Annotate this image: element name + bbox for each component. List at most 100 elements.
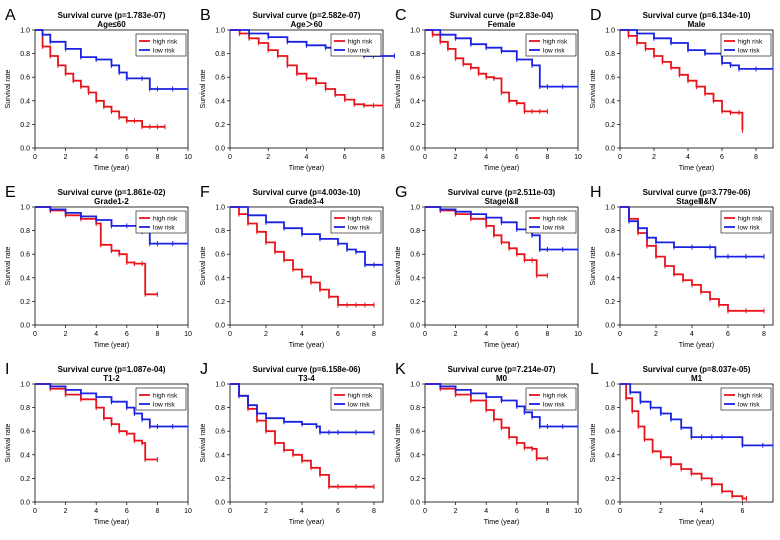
x-tick-label: 10: [184, 154, 192, 161]
legend-label: high risk: [543, 216, 568, 223]
legend-label: low risk: [153, 225, 175, 232]
x-tick-label: 2: [64, 154, 68, 161]
y-tick-label: 0.4: [20, 275, 30, 282]
legend-label: low risk: [153, 48, 175, 55]
x-tick-label: 6: [125, 331, 129, 338]
panel-letter: D: [590, 7, 602, 24]
panel-letter: B: [200, 7, 211, 24]
y-tick-label: 1.0: [215, 28, 225, 35]
x-tick-label: 2: [654, 331, 658, 338]
y-tick-label: 0.2: [605, 476, 615, 483]
x-tick-label: 0: [228, 508, 232, 515]
y-axis-label: Survival rate: [5, 246, 12, 285]
legend-label: low risk: [738, 402, 760, 409]
y-tick-label: 0.0: [410, 146, 420, 153]
legend-label: high risk: [543, 393, 568, 400]
x-tick-label: 6: [515, 331, 519, 338]
y-tick-label: 0.4: [605, 452, 615, 459]
chart-subtitle: M1: [691, 374, 703, 383]
y-tick-label: 0.4: [215, 275, 225, 282]
x-tick-label: 0: [618, 154, 622, 161]
y-tick-label: 0.8: [20, 228, 30, 235]
km-panel-b: B Survival curve (p=2.582e-07)Age＞60 0.0 0.…: [200, 7, 395, 172]
y-tick-label: 0.4: [215, 98, 225, 105]
chart-subtitle: Male: [688, 20, 706, 29]
y-tick-label: 1.0: [410, 382, 420, 389]
y-tick-label: 0.6: [410, 252, 420, 259]
x-tick-label: 2: [652, 154, 656, 161]
x-tick-label: 0: [423, 331, 427, 338]
x-tick-label: 4: [484, 331, 488, 338]
x-tick-label: 8: [545, 331, 549, 338]
x-tick-label: 10: [574, 154, 582, 161]
legend-label: low risk: [738, 48, 760, 55]
series-line-high-risk: [620, 383, 747, 500]
y-tick-label: 1.0: [20, 28, 30, 35]
x-tick-label: 4: [700, 508, 704, 515]
plot-frame: [229, 383, 384, 503]
chart-subtitle: M0: [496, 374, 508, 383]
y-tick-label: 0.6: [410, 75, 420, 82]
panel-letter: K: [395, 361, 406, 378]
x-tick-label: 0: [33, 154, 37, 161]
legend-label: high risk: [348, 39, 373, 46]
y-tick-label: 1.0: [605, 205, 615, 212]
x-axis-label: Time (year): [94, 342, 130, 349]
x-tick-label: 6: [515, 154, 519, 161]
chart-title: Survival curve (p=4.003e-10): [253, 188, 361, 197]
y-tick-label: 0.6: [215, 429, 225, 436]
x-tick-label: 0: [228, 154, 232, 161]
y-axis-label: Survival rate: [590, 246, 597, 285]
panel-letter: F: [200, 184, 210, 201]
chart-title: Survival curve (p=7.214e-07): [448, 365, 556, 374]
panel-letter: C: [395, 7, 407, 24]
x-tick-label: 2: [264, 331, 268, 338]
y-tick-label: 0.8: [20, 405, 30, 412]
x-tick-label: 4: [94, 331, 98, 338]
chart-title: Survival curve (p=1.861e-02): [58, 188, 166, 197]
chart-subtitle: Age＞60: [290, 20, 323, 29]
y-tick-label: 0.8: [410, 405, 420, 412]
km-panel-d: D Survival curve (p=6.134e-10)Male 0.0 0.2 0…: [590, 7, 774, 172]
km-panel-g: G Survival curve (p=2.511e-03)StageⅠ&Ⅱ 0.0…: [395, 184, 582, 349]
x-axis-label: Time (year): [94, 519, 130, 526]
y-tick-label: 0.8: [215, 51, 225, 58]
legend-label: high risk: [738, 39, 763, 46]
x-tick-label: 0: [423, 154, 427, 161]
y-tick-label: 1.0: [605, 382, 615, 389]
chart-title: Survival curve (p=8.037e-05): [643, 365, 751, 374]
y-tick-label: 0.0: [605, 323, 615, 330]
y-tick-label: 0.2: [20, 122, 30, 129]
x-tick-label: 8: [155, 331, 159, 338]
panel-letter: G: [395, 184, 407, 201]
legend-label: low risk: [543, 402, 565, 409]
y-tick-label: 0.0: [410, 500, 420, 507]
x-axis-label: Time (year): [679, 519, 715, 526]
chart-subtitle: StageⅢ&Ⅳ: [676, 197, 717, 206]
y-tick-label: 0.2: [410, 299, 420, 306]
chart-subtitle: T3-4: [298, 374, 315, 383]
x-tick-label: 4: [94, 508, 98, 515]
x-tick-label: 0: [618, 331, 622, 338]
km-panel-f: F Survival curve (p=4.003e-10)Grade3-4 0.0…: [200, 184, 384, 349]
y-tick-label: 1.0: [215, 382, 225, 389]
chart-title: Survival curve (p=2.582e-07): [253, 11, 361, 20]
y-tick-label: 0.0: [20, 146, 30, 153]
x-axis-label: Time (year): [94, 165, 130, 172]
y-tick-label: 0.6: [410, 429, 420, 436]
x-tick-label: 2: [64, 508, 68, 515]
x-tick-label: 6: [125, 154, 129, 161]
y-tick-label: 0.8: [410, 51, 420, 58]
y-axis-label: Survival rate: [395, 246, 402, 285]
y-tick-label: 0.8: [410, 228, 420, 235]
x-axis-label: Time (year): [484, 165, 520, 172]
legend-label: high risk: [738, 393, 763, 400]
y-tick-label: 0.4: [20, 98, 30, 105]
y-tick-label: 0.4: [410, 98, 420, 105]
y-tick-label: 0.0: [215, 500, 225, 507]
x-tick-label: 10: [184, 331, 192, 338]
legend-label: high risk: [153, 216, 178, 223]
series-line-low-risk: [620, 29, 773, 70]
chart-subtitle: StageⅠ&Ⅱ: [485, 197, 519, 206]
